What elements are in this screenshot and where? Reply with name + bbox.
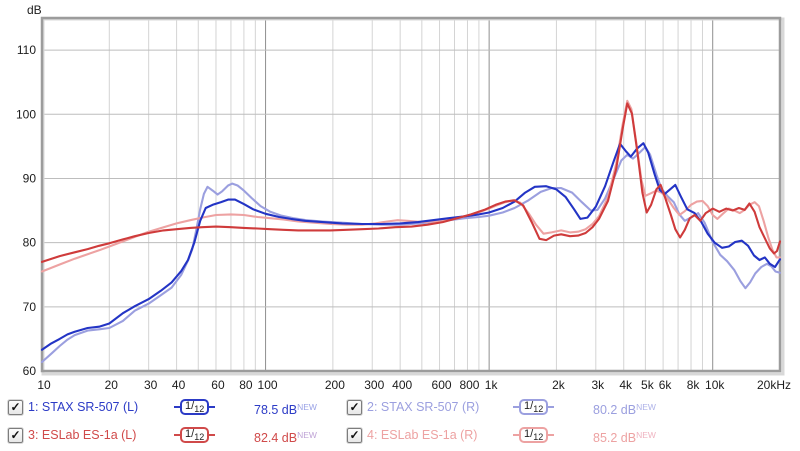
trace-1-label[interactable]: 1: STAX SR-507 (L) bbox=[28, 400, 139, 414]
trace-3-smoothing[interactable]: 1/12 bbox=[174, 427, 216, 443]
trace-4-label[interactable]: 4: ESLab ES-1a (R) bbox=[367, 428, 478, 442]
trace-2-smoothing[interactable]: 1/12 bbox=[513, 399, 555, 415]
x-tick-label: 60 bbox=[211, 378, 225, 392]
x-tick-label: 8k bbox=[687, 378, 701, 392]
trace-3-checkbox[interactable]: ✓ bbox=[8, 428, 23, 443]
x-tick-label: 400 bbox=[392, 378, 412, 392]
trace-1-checkbox[interactable]: ✓ bbox=[8, 400, 23, 415]
trace-2-label[interactable]: 2: STAX SR-507 (R) bbox=[367, 400, 480, 414]
dash-icon bbox=[174, 406, 180, 408]
x-tick-label: 100 bbox=[258, 378, 278, 392]
dash-icon bbox=[513, 406, 519, 408]
curve-1 bbox=[40, 142, 782, 351]
x-tick-label: 200 bbox=[325, 378, 345, 392]
trace-2-checkbox[interactable]: ✓ bbox=[347, 400, 362, 415]
trace-4-checkbox[interactable]: ✓ bbox=[347, 428, 362, 443]
y-tick-label: 60 bbox=[23, 364, 37, 378]
trace-3-value: 82.4 dBNEW bbox=[254, 430, 317, 445]
trace-1-value: 78.5 dBNEW bbox=[254, 402, 317, 417]
legend: ✓ 1: STAX SR-507 (L) 1/12 78.5 dBNEW ✓ 2… bbox=[0, 394, 800, 451]
x-tick-label: 10k bbox=[705, 378, 725, 392]
x-tick-label: 30 bbox=[144, 378, 158, 392]
x-tick-label: 600 bbox=[432, 378, 452, 392]
legend-item-2: ✓ 2: STAX SR-507 (R) 1/12 80.2 dBNEW bbox=[347, 399, 692, 417]
y-axis-title: dB bbox=[27, 3, 42, 17]
trace-2-value: 80.2 dBNEW bbox=[593, 402, 656, 417]
curve-4 bbox=[40, 99, 782, 273]
legend-item-1: ✓ 1: STAX SR-507 (L) 1/12 78.5 dBNEW bbox=[8, 399, 353, 417]
chart-svg: dB 60 70 80 90 100 110 10 20 30 40 60 80 100 200 300 400… bbox=[16, 3, 791, 392]
x-tick-label: 20 bbox=[105, 378, 119, 392]
x-tick-label: 40 bbox=[172, 378, 186, 392]
x-tick-label: 10 bbox=[37, 378, 51, 392]
dash-icon bbox=[513, 434, 519, 436]
trace-4-value: 85.2 dBNEW bbox=[593, 430, 656, 445]
curve-3 bbox=[40, 102, 782, 263]
curve-2 bbox=[40, 145, 782, 364]
y-tick-label: 100 bbox=[16, 107, 36, 121]
x-tick-label: 300 bbox=[364, 378, 384, 392]
y-tick-label: 110 bbox=[17, 43, 36, 57]
x-tick-label: 20kHz bbox=[757, 378, 791, 392]
plot-border bbox=[40, 16, 782, 373]
x-tick-label: 6k bbox=[659, 378, 673, 392]
dash-icon bbox=[548, 406, 555, 408]
new-badge: NEW bbox=[636, 402, 656, 412]
new-badge: NEW bbox=[297, 430, 317, 440]
trace-4-smoothing[interactable]: 1/12 bbox=[513, 427, 555, 443]
dash-icon bbox=[209, 434, 216, 436]
trace-1-smoothing[interactable]: 1/12 bbox=[174, 399, 216, 415]
y-tick-label: 80 bbox=[23, 236, 37, 250]
new-badge: NEW bbox=[297, 402, 317, 412]
dash-icon bbox=[174, 434, 180, 436]
y-tick-label: 70 bbox=[23, 300, 37, 314]
dash-icon bbox=[548, 434, 555, 436]
x-tick-label: 4k bbox=[619, 378, 633, 392]
x-tick-label: 5k bbox=[641, 378, 655, 392]
x-tick-label: 80 bbox=[239, 378, 253, 392]
legend-item-4: ✓ 4: ESLab ES-1a (R) 1/12 85.2 dBNEW bbox=[347, 427, 692, 445]
x-tick-label: 3k bbox=[591, 378, 605, 392]
trace-3-label[interactable]: 3: ESLab ES-1a (L) bbox=[28, 428, 137, 442]
y-tick-label: 90 bbox=[23, 171, 37, 185]
x-tick-label: 1k bbox=[485, 378, 499, 392]
plot-border-shadow bbox=[41, 17, 785, 376]
x-tick-label: 2k bbox=[552, 378, 566, 392]
x-tick-label: 800 bbox=[459, 378, 479, 392]
legend-item-3: ✓ 3: ESLab ES-1a (L) 1/12 82.4 dBNEW bbox=[8, 427, 353, 445]
new-badge: NEW bbox=[636, 430, 656, 440]
dash-icon bbox=[209, 406, 216, 408]
